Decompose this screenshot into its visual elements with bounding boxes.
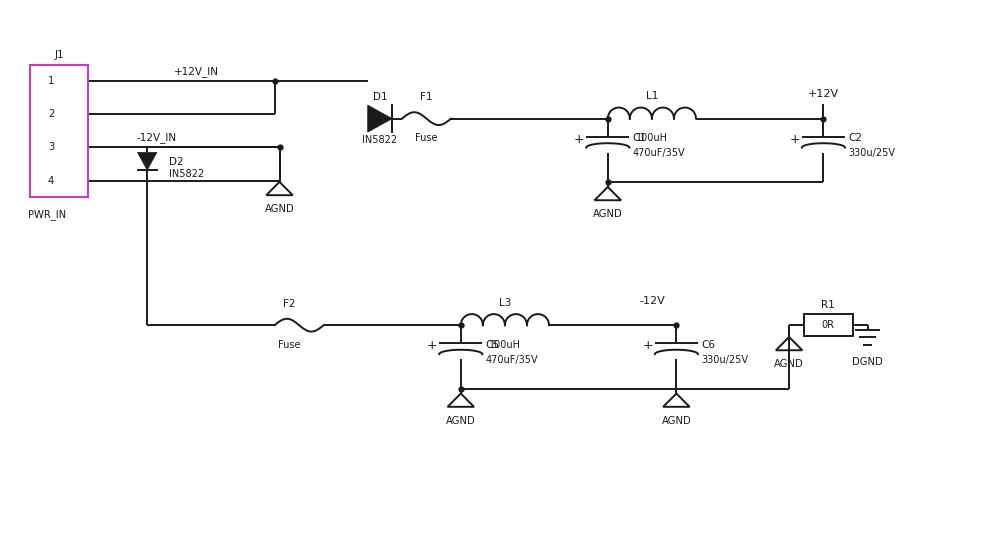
- Text: L3: L3: [499, 298, 511, 307]
- Text: R1: R1: [821, 300, 835, 310]
- Text: Fuse: Fuse: [415, 133, 438, 144]
- Text: +12V: +12V: [808, 89, 839, 99]
- Text: 2: 2: [48, 109, 54, 119]
- Text: C1: C1: [632, 133, 646, 144]
- Text: 100uH: 100uH: [489, 340, 521, 350]
- Polygon shape: [368, 105, 392, 132]
- Text: C2: C2: [848, 133, 862, 144]
- Text: AGND: AGND: [593, 209, 623, 219]
- Text: F2: F2: [283, 299, 296, 309]
- Text: 470uF/35V: 470uF/35V: [485, 354, 538, 365]
- Text: +12V_IN: +12V_IN: [174, 66, 219, 77]
- Text: DGND: DGND: [852, 357, 883, 367]
- Text: +: +: [643, 339, 653, 352]
- Bar: [30, 65, 88, 197]
- Text: AGND: AGND: [265, 204, 294, 214]
- Text: AGND: AGND: [446, 416, 476, 426]
- Text: C6: C6: [701, 340, 715, 350]
- Text: D1: D1: [373, 92, 387, 102]
- Polygon shape: [137, 152, 157, 170]
- Text: 330u/25V: 330u/25V: [848, 148, 895, 158]
- Text: 4: 4: [48, 176, 54, 185]
- Text: J1: J1: [54, 50, 64, 60]
- Text: IN5822: IN5822: [169, 169, 204, 179]
- Text: PWR_IN: PWR_IN: [28, 210, 66, 220]
- Text: -12V_IN: -12V_IN: [137, 132, 177, 143]
- Text: +: +: [790, 133, 800, 146]
- Text: 100uH: 100uH: [636, 133, 668, 144]
- Text: C5: C5: [485, 340, 499, 350]
- Text: 1: 1: [48, 76, 54, 86]
- Text: AGND: AGND: [774, 359, 804, 369]
- Bar: [804, 314, 853, 336]
- Text: 3: 3: [48, 142, 54, 152]
- Text: +: +: [427, 339, 438, 352]
- Text: 0R: 0R: [822, 320, 835, 330]
- Text: 330u/25V: 330u/25V: [701, 354, 748, 365]
- Text: L1: L1: [646, 91, 658, 101]
- Text: D2: D2: [169, 157, 183, 167]
- Text: F1: F1: [420, 92, 433, 102]
- Text: IN5822: IN5822: [362, 135, 398, 145]
- Text: AGND: AGND: [662, 416, 691, 426]
- Text: -12V: -12V: [639, 295, 665, 306]
- Text: Fuse: Fuse: [278, 340, 301, 350]
- Text: 470uF/35V: 470uF/35V: [632, 148, 685, 158]
- Text: +: +: [574, 133, 585, 146]
